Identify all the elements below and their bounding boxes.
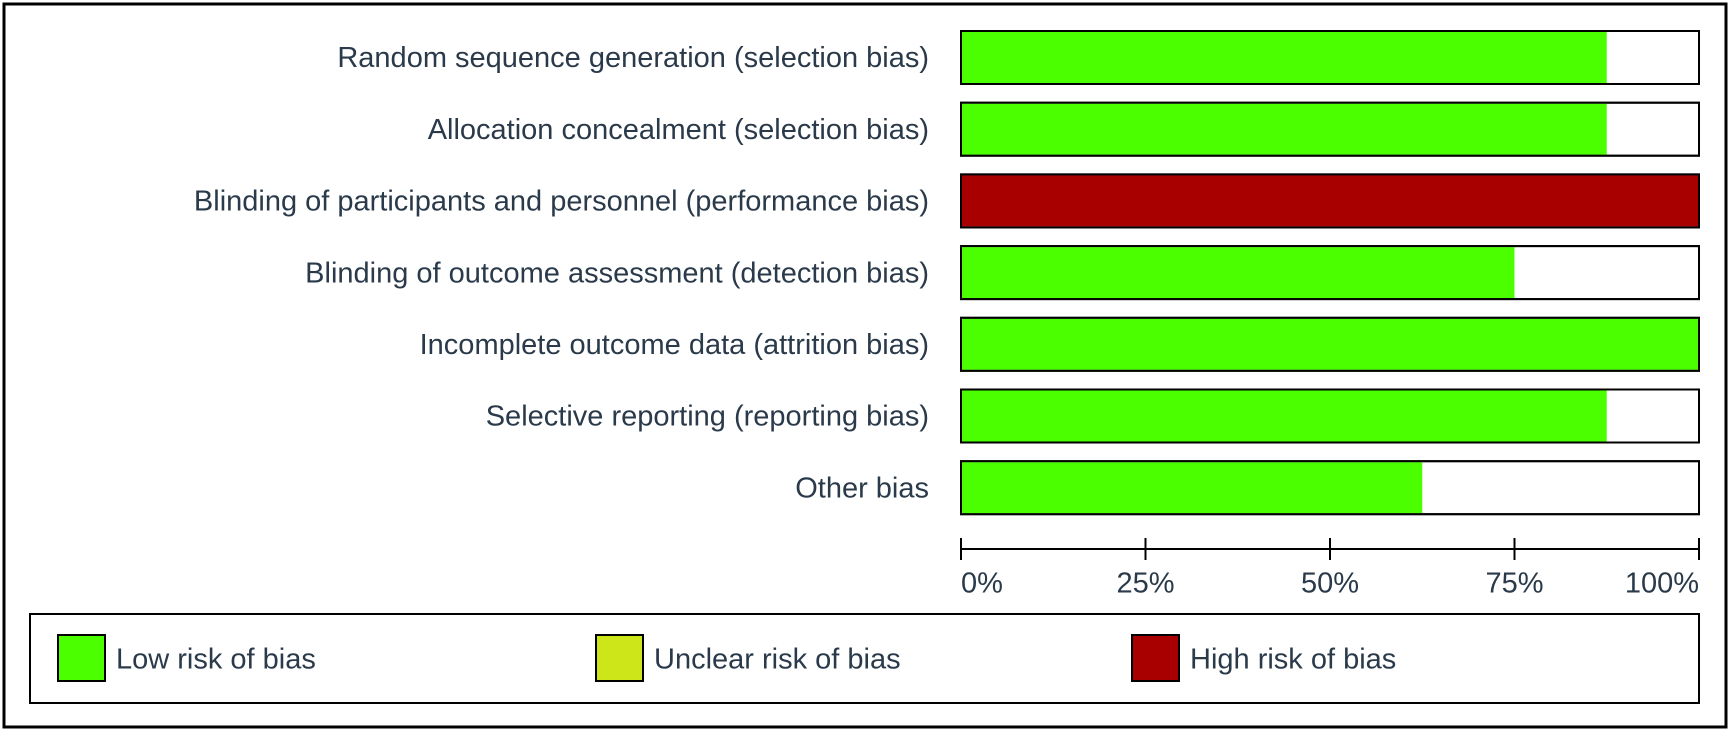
bar-segment (961, 462, 1423, 514)
bar-segment (961, 103, 1607, 155)
legend-frame (29, 613, 1700, 704)
x-tick-label: 75% (1485, 568, 1543, 600)
bar-outline (960, 245, 1700, 301)
legend-swatch (57, 634, 106, 682)
bar-segment (961, 318, 1699, 370)
bar-outline (960, 30, 1700, 85)
x-tick-label: 100% (1625, 568, 1699, 600)
legend-swatch (595, 634, 644, 682)
bar-outline (960, 460, 1700, 516)
bar-outline (960, 388, 1700, 444)
legend-label: Low risk of bias (116, 644, 316, 676)
category-label: Selective reporting (reporting bias) (486, 401, 929, 433)
x-tick-label: 0% (961, 568, 1003, 600)
category-label: Blinding of participants and personnel (… (194, 186, 929, 218)
x-tick-label: 50% (1301, 568, 1359, 600)
bar-segment (961, 390, 1607, 442)
category-label: Allocation concealment (selection bias) (428, 114, 929, 146)
category-label: Blinding of outcome assessment (detectio… (305, 257, 929, 289)
x-tick-label: 25% (1116, 568, 1174, 600)
bar-outline (960, 173, 1700, 229)
legend-swatch (1131, 634, 1180, 682)
category-label: Random sequence generation (selection bi… (337, 42, 929, 74)
legend-label: High risk of bias (1190, 644, 1396, 676)
bar-outline (960, 316, 1700, 372)
bar-segment (961, 175, 1699, 227)
category-label: Incomplete outcome data (attrition bias) (420, 329, 929, 361)
bar-outline (960, 101, 1700, 157)
category-label: Other bias (795, 472, 929, 504)
bar-segment (961, 247, 1515, 299)
legend-label: Unclear risk of bias (654, 644, 901, 676)
bar-segment (961, 32, 1607, 83)
